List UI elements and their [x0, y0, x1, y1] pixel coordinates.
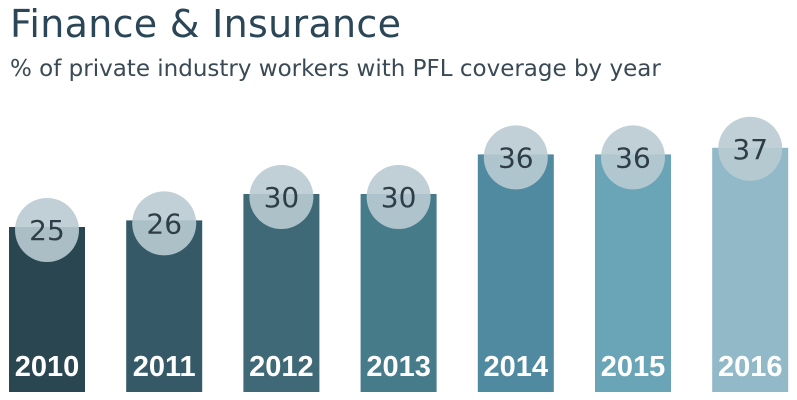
- category-label: 2016: [718, 351, 783, 383]
- value-bubble: [249, 165, 314, 229]
- category-label: 2014: [484, 351, 549, 383]
- chart-title: Finance & Insurance: [10, 2, 402, 46]
- data-label: 36: [615, 141, 651, 174]
- data-label: 37: [732, 133, 768, 166]
- category-label: 2010: [15, 351, 80, 383]
- value-bubble: [483, 125, 548, 190]
- bar-2015: [595, 154, 671, 392]
- value-bubble: [601, 125, 665, 190]
- value-bubble: [718, 116, 783, 181]
- category-label: 2012: [249, 351, 314, 383]
- chart-subtitle: % of private industry workers with PFL c…: [10, 56, 661, 82]
- data-label: 36: [498, 141, 534, 174]
- data-label: 30: [381, 181, 417, 214]
- value-bubble: [366, 165, 431, 229]
- bar-2016: [712, 147, 789, 392]
- category-label: 2011: [133, 351, 196, 383]
- category-label: 2013: [366, 351, 431, 383]
- data-label: 26: [146, 207, 182, 240]
- bar-2014: [477, 154, 554, 392]
- data-label: 25: [29, 214, 65, 247]
- data-label: 30: [264, 181, 300, 214]
- category-label: 2015: [601, 351, 666, 383]
- value-bubble: [132, 191, 197, 256]
- value-bubble: [15, 198, 79, 262]
